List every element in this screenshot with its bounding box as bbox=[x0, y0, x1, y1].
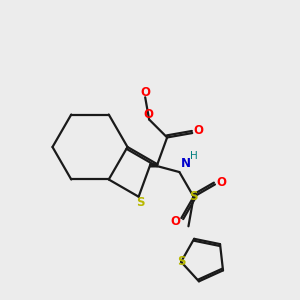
Text: S: S bbox=[136, 196, 144, 208]
Text: O: O bbox=[140, 86, 150, 99]
Text: O: O bbox=[143, 108, 154, 122]
Text: S: S bbox=[189, 190, 198, 203]
Text: H: H bbox=[190, 152, 198, 161]
Text: S: S bbox=[177, 255, 185, 268]
Text: O: O bbox=[217, 176, 226, 189]
Text: N: N bbox=[181, 157, 191, 170]
Text: O: O bbox=[170, 214, 180, 228]
Text: O: O bbox=[193, 124, 203, 136]
